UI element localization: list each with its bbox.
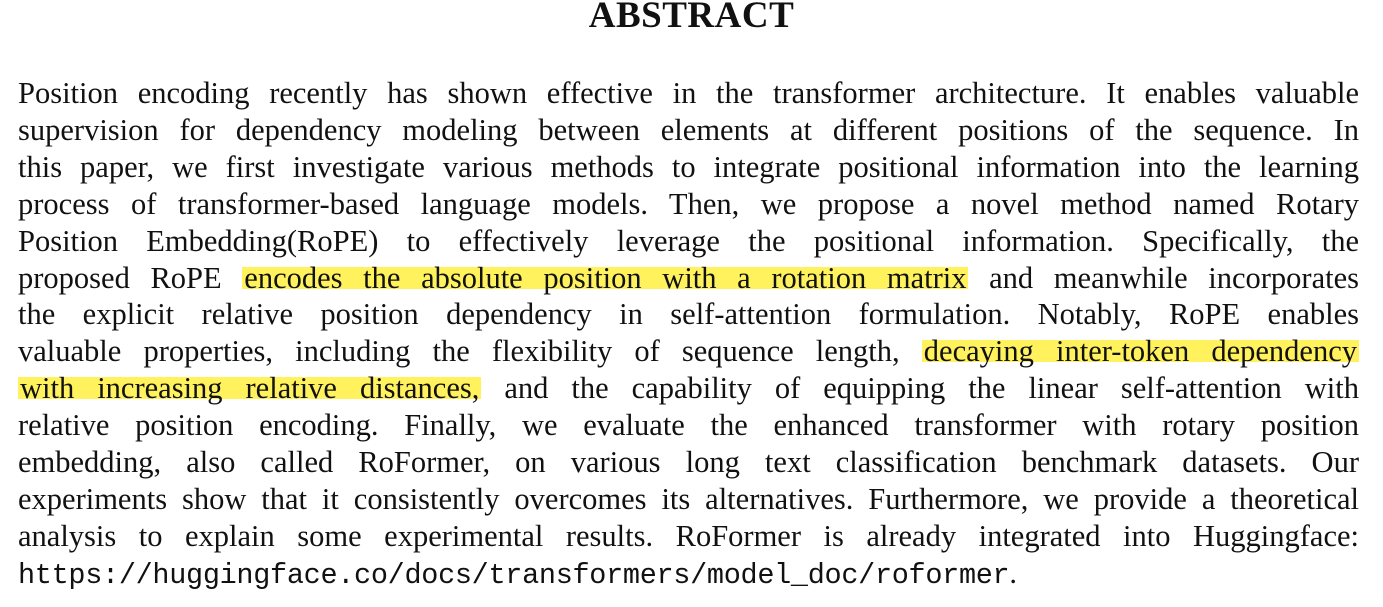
abstract-line-14: https://huggingface.co/docs/transformers… <box>18 555 1359 595</box>
line-text: valuable properties, including the flexi… <box>18 334 922 369</box>
abstract-line-3: this paper, we first investigate various… <box>18 149 1359 184</box>
abstract-line-4: process of transformer-based language mo… <box>18 186 1359 221</box>
abstract-line-7: the explicit relative position dependenc… <box>18 297 1359 332</box>
abstract-line-9: with increasing relative distances, and … <box>18 370 1359 407</box>
huggingface-link[interactable]: https://huggingface.co/docs/transformers… <box>18 558 1010 592</box>
abstract-line-13: analysis to explain some experimental re… <box>18 518 1359 553</box>
abstract-line-10: relative position encoding. Finally, we … <box>18 408 1359 443</box>
abstract-heading: ABSTRACT <box>588 0 795 36</box>
abstract-line-11: embedding, also called RoFormer, on vari… <box>18 445 1359 480</box>
highlighted-text: decaying inter-token dependency <box>921 334 1360 369</box>
highlighted-text: encodes the absolute position with a rot… <box>242 260 969 295</box>
abstract-line-2: supervision for dependency modeling betw… <box>18 112 1359 147</box>
line-text: proposed RoPE <box>18 260 243 295</box>
highlighted-text: with increasing relative distances, <box>18 371 482 406</box>
abstract-body: Position encoding recently has shown eff… <box>18 75 1360 595</box>
abstract-line-1: Position encoding recently has shown eff… <box>18 76 1359 110</box>
abstract-line-12: experiments show that it consistently ov… <box>18 481 1359 516</box>
line-text: . <box>1009 555 1017 590</box>
abstract-line-5: Position Embedding(RoPE) to effectively … <box>18 223 1359 258</box>
line-text: and the capability of equipping the line… <box>481 371 1359 406</box>
line-text: and meanwhile incorporates <box>968 260 1360 295</box>
abstract-line-6: proposed RoPE encodes the absolute posit… <box>18 260 1359 297</box>
abstract-line-8: valuable properties, including the flexi… <box>18 333 1360 370</box>
